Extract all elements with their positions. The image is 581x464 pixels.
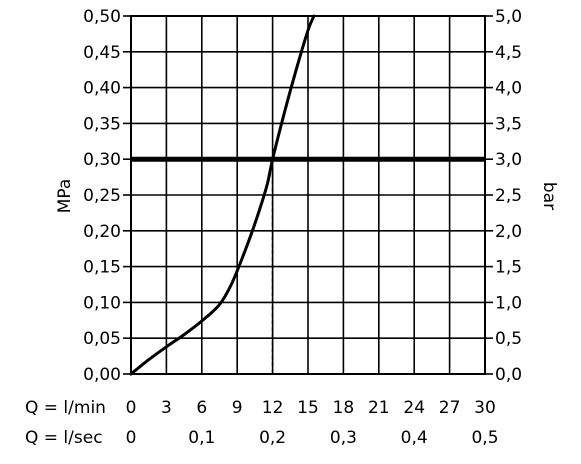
x-tick-label-lmin: 21 bbox=[368, 398, 390, 418]
right-tick-label: 5,0 bbox=[495, 7, 522, 27]
x-tick-label-lmin: 15 bbox=[297, 398, 319, 418]
x-tick-label-lsec: 0,5 bbox=[471, 428, 498, 448]
x-tick-label-lsec: 0 bbox=[126, 428, 137, 448]
right-axis-ticks: 0,0 0,5 1,0 1,5 2,0 2,5 3,0 3,5 4,0 4,5 5,0 bbox=[485, 7, 522, 385]
x-tick-label-lmin: 6 bbox=[196, 398, 207, 418]
left-tick-label: 0,20 bbox=[83, 222, 121, 242]
x-tick-label-lmin: 18 bbox=[333, 398, 355, 418]
grid bbox=[130, 15, 486, 375]
x-axis-ticks-lmin: 0 3 6 9 12 15 18 21 24 27 30 bbox=[126, 398, 496, 418]
x-tick-label-lsec: 0,1 bbox=[188, 428, 215, 448]
left-tick-label: 0,50 bbox=[83, 7, 121, 27]
x-tick-label-lsec: 0,4 bbox=[401, 428, 428, 448]
pressure-loss-curve bbox=[129, 14, 316, 376]
x-tick-label-lmin: 30 bbox=[474, 398, 496, 418]
x-tick-label-lmin: 24 bbox=[403, 398, 425, 418]
right-tick-label: 2,5 bbox=[495, 186, 522, 206]
x-axis-label-lsec: Q = l/sec bbox=[25, 428, 103, 448]
left-axis-ticks: 0,00 0,05 0,10 0,15 0,20 0,25 0,30 0,35 0,40 0,45… bbox=[83, 7, 131, 385]
x-axis-label-lmin: Q = l/min bbox=[25, 398, 106, 418]
left-tick-label: 0,45 bbox=[83, 43, 121, 63]
left-tick-label: 0,25 bbox=[83, 186, 121, 206]
x-tick-label-lmin: 0 bbox=[126, 398, 137, 418]
x-tick-label-lmin: 27 bbox=[439, 398, 461, 418]
right-tick-label: 3,0 bbox=[495, 150, 522, 170]
left-tick-label: 0,40 bbox=[83, 79, 121, 99]
left-tick-label: 0,10 bbox=[83, 293, 121, 313]
left-tick-label: 0,05 bbox=[83, 329, 121, 349]
x-tick-label-lsec: 0,2 bbox=[259, 428, 286, 448]
right-tick-label: 1,5 bbox=[495, 258, 522, 278]
right-tick-label: 0,5 bbox=[495, 329, 522, 349]
x-tick-label-lsec: 0,3 bbox=[330, 428, 357, 448]
right-tick-label: 1,0 bbox=[495, 293, 522, 313]
right-tick-label: 4,0 bbox=[495, 79, 522, 99]
left-tick-label: 0,00 bbox=[83, 365, 121, 385]
x-tick-label-lmin: 3 bbox=[161, 398, 172, 418]
right-tick-label: 3,5 bbox=[495, 114, 522, 134]
x-tick-label-lmin: 9 bbox=[232, 398, 243, 418]
x-tick-label-lmin: 12 bbox=[262, 398, 284, 418]
y-axis-label-right: bar bbox=[539, 182, 559, 210]
right-tick-label: 2,0 bbox=[495, 222, 522, 242]
right-tick-label: 0,0 bbox=[495, 365, 522, 385]
right-tick-label: 4,5 bbox=[495, 43, 522, 63]
x-axis-ticks-lsec: 0 0,1 0,2 0,3 0,4 0,5 bbox=[126, 428, 499, 448]
left-tick-label: 0,30 bbox=[83, 150, 121, 170]
y-axis-label-left: MPa bbox=[55, 179, 75, 214]
left-tick-label: 0,15 bbox=[83, 258, 121, 278]
left-tick-label: 0,35 bbox=[83, 114, 121, 134]
